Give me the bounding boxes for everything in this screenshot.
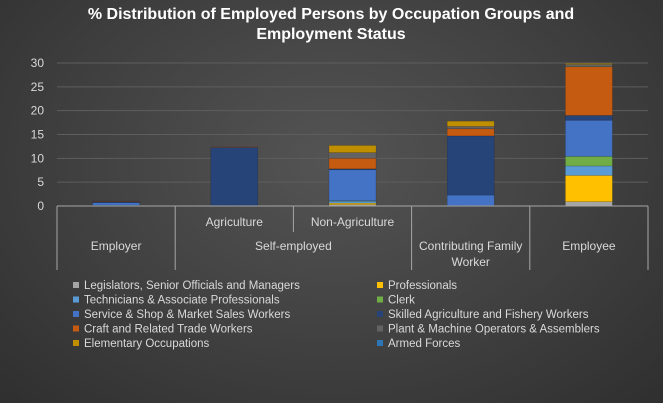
legend-swatch xyxy=(73,282,79,288)
legend-swatch xyxy=(73,296,79,303)
category-group-label: Contributing Family xyxy=(419,239,522,253)
legend-label: Skilled Agriculture and Fishery Workers xyxy=(388,309,589,321)
y-tick-label: 25 xyxy=(31,80,45,94)
legend-label: Clerk xyxy=(388,295,415,307)
category-group-label: Employer xyxy=(91,239,142,253)
bar-segment xyxy=(210,147,259,206)
legend-label: Armed Forces xyxy=(388,338,460,350)
legend-swatch xyxy=(377,311,383,317)
legend-swatch xyxy=(377,282,383,288)
legend-label: Professionals xyxy=(388,280,457,292)
category-group-label: Worker xyxy=(451,255,489,269)
legend-label: Technicians & Associate Professionals xyxy=(84,295,280,307)
y-tick-label: 5 xyxy=(37,175,44,189)
legend-swatch xyxy=(377,296,383,303)
bar-segment xyxy=(565,115,613,121)
category-group-label: Employee xyxy=(562,239,616,253)
bar-segment xyxy=(446,120,495,127)
bar-segment xyxy=(565,63,613,65)
legend-label: Plant & Machine Operators & Assemblers xyxy=(388,324,600,336)
legend-swatch xyxy=(377,340,383,346)
y-tick-label: 0 xyxy=(37,199,44,213)
bar-segment xyxy=(565,156,613,167)
bar-segment xyxy=(328,152,377,159)
bar-segment xyxy=(328,169,377,202)
bar-segment xyxy=(328,158,377,170)
legend-swatch xyxy=(73,311,79,317)
y-tick-label: 10 xyxy=(31,151,45,165)
chart-title-line: % Distribution of Employed Persons by Oc… xyxy=(88,6,574,23)
bar-segment xyxy=(92,202,140,206)
bar-segment xyxy=(446,194,495,206)
category-group-label: Self-employed xyxy=(255,239,332,253)
y-tick-label: 15 xyxy=(31,128,45,142)
bar-segment xyxy=(565,119,613,157)
bar-segment xyxy=(565,201,613,207)
category-sublabel: Non-Agriculture xyxy=(311,215,395,229)
legend-swatch xyxy=(73,325,79,332)
bar-segment xyxy=(565,64,613,68)
bar-segment xyxy=(565,165,613,176)
bar-segment xyxy=(565,175,613,202)
y-tick-label: 20 xyxy=(31,104,45,118)
bar-segment xyxy=(328,200,377,204)
legend-label: Legislators, Senior Officials and Manage… xyxy=(84,280,300,292)
bar-segment xyxy=(446,128,495,137)
legend-label: Craft and Related Trade Workers xyxy=(84,324,253,336)
bar-segment xyxy=(446,135,495,196)
legend-swatch xyxy=(73,340,79,346)
y-tick-label: 30 xyxy=(31,56,45,70)
bar-segment xyxy=(446,126,495,130)
legend-swatch xyxy=(377,325,383,332)
bar-segment xyxy=(565,66,613,116)
bar-segment xyxy=(328,145,377,153)
legend-label: Service & Shop & Market Sales Workers xyxy=(84,309,290,321)
legend-label: Elementary Occupations xyxy=(84,338,210,350)
bar-segment xyxy=(328,168,377,171)
chart-title-line: Employment Status xyxy=(256,26,405,43)
category-sublabel: Agriculture xyxy=(206,215,264,229)
